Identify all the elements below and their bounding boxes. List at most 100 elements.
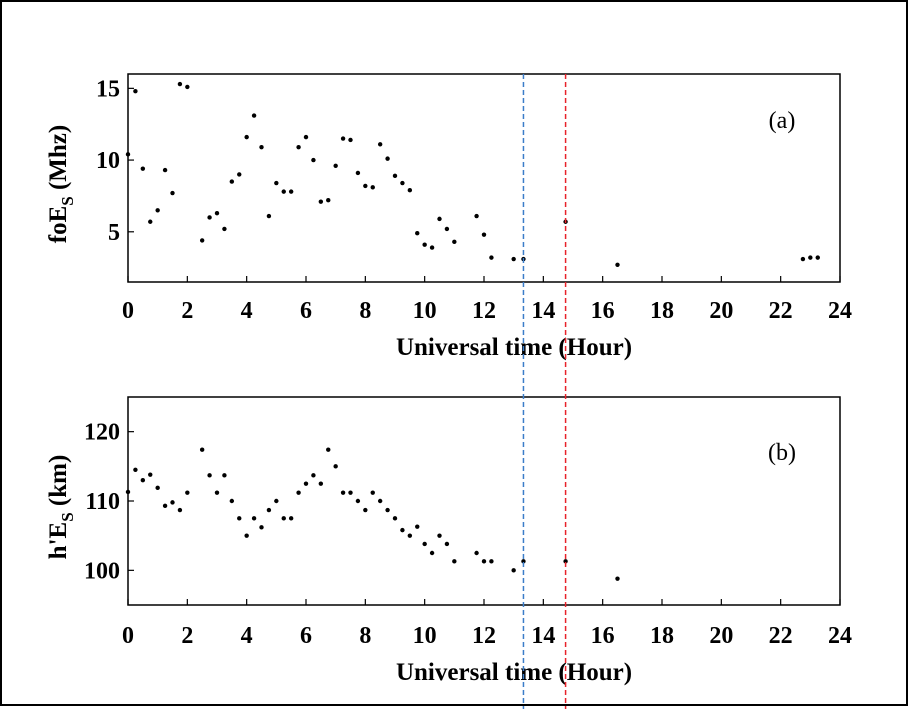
- data-point: [266, 213, 272, 219]
- data-point: [363, 507, 368, 513]
- data-point: [274, 180, 279, 186]
- data-point: [318, 481, 324, 486]
- data-point: [340, 490, 346, 495]
- data-point: [340, 136, 346, 141]
- data-point: [185, 84, 190, 90]
- data-point: [377, 498, 383, 504]
- data-point: [615, 576, 620, 581]
- data-point: [162, 503, 168, 509]
- data-point: [237, 516, 242, 521]
- panel-b: 0 2 4 6 8 10 12 14 16 18 20 22 24100110120Universal …: [45, 396, 852, 686]
- data-point: [140, 166, 146, 171]
- data-point: [266, 507, 272, 513]
- data-point: [281, 516, 286, 521]
- data-point: [355, 498, 361, 504]
- x-tick-label: 16: [591, 623, 615, 649]
- y-tick-label: 15: [96, 76, 120, 102]
- data-point: [274, 498, 279, 504]
- data-point: [815, 255, 820, 260]
- y-tick-label: 5: [108, 220, 120, 246]
- data-point: [429, 550, 435, 556]
- x-tick-label: 24: [828, 623, 852, 649]
- data-point: [333, 464, 338, 469]
- data-point: [281, 189, 286, 194]
- data-point: [363, 183, 368, 189]
- x-tick-label: 14: [531, 298, 555, 324]
- x-tick-label: 20: [709, 298, 733, 324]
- data-point: [326, 198, 331, 203]
- data-point: [177, 81, 183, 87]
- x-tick-label: 6: [300, 623, 312, 649]
- data-point: [185, 490, 190, 495]
- data-point: [222, 473, 227, 478]
- panel-label: (a): [769, 108, 796, 134]
- data-point: [511, 568, 516, 573]
- y-tick-label: 100: [84, 558, 120, 584]
- x-axis-label: Universal time (Hour): [396, 659, 632, 686]
- x-tick-label: 18: [650, 298, 674, 324]
- x-tick-label: 22: [769, 298, 793, 324]
- y-tick-label: 120: [84, 420, 120, 446]
- data-point: [199, 447, 205, 452]
- data-point: [155, 485, 160, 491]
- data-point: [229, 179, 235, 184]
- x-tick-label: 0: [122, 623, 134, 649]
- data-point: [377, 142, 383, 147]
- data-point: [452, 239, 457, 245]
- x-tick-label: 2: [181, 623, 193, 649]
- reference-lines: [522, 74, 567, 709]
- data-point: [214, 210, 220, 216]
- data-point: [296, 490, 301, 495]
- data-point: [148, 472, 153, 477]
- data-point: [125, 152, 131, 157]
- data-point: [133, 467, 138, 472]
- data-point: [392, 516, 398, 521]
- data-point: [429, 245, 435, 250]
- x-tick-label: 8: [359, 623, 371, 649]
- data-point: [422, 541, 427, 547]
- x-axis-label: Universal time (Hour): [396, 334, 632, 361]
- data-point: [229, 498, 235, 504]
- data-point: [511, 256, 516, 262]
- data-point: [800, 256, 806, 262]
- data-point: [452, 559, 457, 564]
- data-point: [563, 559, 568, 564]
- x-tick-label: 14: [531, 623, 555, 649]
- data-point: [444, 541, 450, 547]
- x-tick-label: 10: [413, 298, 437, 324]
- y-axis-label: h'ES (km): [45, 455, 77, 560]
- x-tick-label: 4: [241, 623, 253, 649]
- data-point: [481, 232, 487, 237]
- data-point: [415, 231, 420, 236]
- x-tick-label: 12: [472, 623, 496, 649]
- data-point: [133, 89, 138, 94]
- x-tick-label: 8: [359, 298, 371, 324]
- x-tick-label: 24: [828, 298, 852, 324]
- data-point: [288, 516, 294, 521]
- data-point: [296, 144, 301, 150]
- y-axis-label: foES (Mhz): [45, 125, 77, 243]
- data-point: [474, 550, 479, 556]
- x-tick-label: 4: [241, 298, 253, 324]
- data-point: [237, 172, 242, 177]
- data-point: [444, 226, 450, 232]
- data-point: [318, 199, 324, 204]
- data-point: [303, 481, 309, 486]
- data-point: [155, 208, 160, 213]
- x-tick-label: 16: [591, 298, 615, 324]
- x-tick-label: 12: [472, 298, 496, 324]
- data-point: [251, 516, 257, 521]
- data-point: [259, 144, 264, 150]
- x-tick-label: 20: [709, 623, 733, 649]
- data-point: [125, 489, 131, 495]
- data-point: [521, 559, 526, 564]
- x-tick-label: 10: [413, 623, 437, 649]
- data-point: [311, 157, 316, 163]
- data-point: [422, 242, 427, 247]
- data-point: [170, 190, 175, 196]
- data-point: [222, 226, 227, 232]
- data-point: [437, 216, 442, 222]
- data-point: [148, 219, 153, 224]
